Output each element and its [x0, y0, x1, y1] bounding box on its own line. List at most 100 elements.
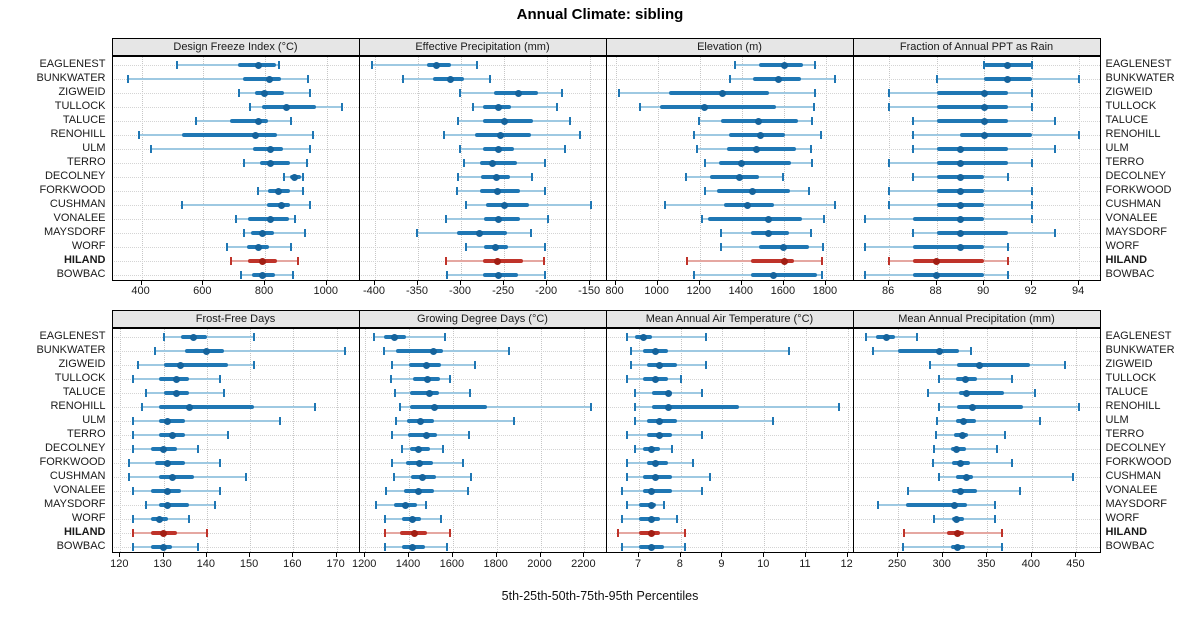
axis-tick-label: 600 — [193, 285, 212, 297]
site-label-cushman: CUSHMAN — [49, 198, 106, 210]
range-cap — [127, 459, 130, 467]
row-gridline — [113, 505, 359, 506]
row-gridline — [854, 65, 1100, 66]
median-dot-bunkwater — [447, 75, 455, 83]
median-dot-zigweid — [260, 89, 268, 97]
median-dot-vonalee — [765, 215, 773, 223]
range-cap — [864, 333, 867, 341]
median-dot-bowbac — [648, 543, 656, 551]
range-cap — [1071, 473, 1074, 481]
range-cap — [589, 403, 592, 411]
site-label-terro: TERRO — [67, 428, 106, 440]
range-25-75 — [407, 433, 438, 437]
range-cap — [700, 487, 703, 495]
range-cap — [675, 515, 678, 523]
gridline-x — [680, 329, 682, 552]
panel-strip-mean-annual-air-temperature-c: Mean Annual Air Temperature (°C) — [605, 310, 854, 328]
median-dot-terro — [267, 159, 275, 167]
range-25-75 — [409, 391, 439, 395]
range-25-75 — [936, 161, 1008, 165]
range-cap — [256, 187, 259, 195]
range-25-75 — [751, 273, 817, 277]
range-cap — [390, 459, 393, 467]
range-cap — [903, 529, 906, 537]
range-cap — [465, 201, 468, 209]
median-dot-zigweid — [980, 89, 988, 97]
site-label-cushman: CUSHMAN — [1105, 470, 1162, 482]
range-5-95 — [396, 420, 514, 422]
range-25-75 — [260, 161, 290, 165]
range-cap — [145, 501, 148, 509]
range-5-95 — [626, 336, 706, 338]
range-cap — [621, 543, 624, 551]
median-dot-vonalee — [415, 487, 423, 495]
row-gridline — [607, 477, 853, 478]
range-25-75 — [396, 349, 444, 353]
row-gridline — [360, 365, 606, 366]
range-cap — [546, 215, 549, 223]
range-cap — [291, 271, 294, 279]
median-dot-forkwood — [957, 459, 964, 467]
range-25-75 — [956, 405, 1023, 409]
row-gridline — [360, 477, 606, 478]
range-cap — [238, 89, 241, 97]
median-dot-vonalee — [267, 215, 275, 223]
range-cap — [911, 131, 914, 139]
range-cap — [625, 375, 628, 383]
range-cap — [529, 229, 532, 237]
axis-tick-label: -250 — [492, 285, 515, 297]
range-cap — [401, 445, 404, 453]
median-dot-maysdorf — [950, 501, 958, 509]
median-dot-forkwood — [956, 187, 964, 195]
row-gridline — [360, 491, 606, 492]
range-cap — [936, 417, 939, 425]
range-cap — [218, 459, 221, 467]
median-dot-maysdorf — [648, 501, 656, 509]
range-cap — [283, 173, 286, 181]
row-gridline — [113, 107, 359, 108]
range-cap — [293, 215, 296, 223]
median-dot-ulm — [956, 145, 964, 153]
median-dot-cushman — [956, 201, 964, 209]
gridline-x — [496, 329, 498, 552]
range-cap — [625, 333, 628, 341]
median-dot-maysdorf — [164, 501, 172, 509]
range-cap — [459, 89, 462, 97]
range-5-95 — [372, 64, 478, 66]
range-5-95 — [399, 406, 591, 408]
median-dot-eaglenest — [390, 333, 398, 341]
range-25-75 — [639, 503, 656, 507]
range-cap — [470, 473, 473, 481]
panel-strip-fraction-of-annual-ppt-as-rain: Fraction of Annual PPT as Rain — [852, 38, 1101, 56]
range-cap — [771, 417, 774, 425]
panel-fraction-of-annual-ppt-as-rain — [852, 56, 1101, 281]
site-label-vonalee: VONALEE — [53, 212, 106, 224]
range-cap — [218, 487, 221, 495]
range-cap — [733, 61, 736, 69]
range-cap — [401, 75, 404, 83]
median-dot-cushman — [743, 201, 751, 209]
axis-tick-label: 94 — [1072, 285, 1085, 297]
range-cap — [140, 403, 143, 411]
median-dot-renohill — [664, 403, 672, 411]
range-cap — [704, 361, 707, 369]
range-cap — [307, 75, 310, 83]
site-label-decolney: DECOLNEY — [44, 170, 106, 182]
median-dot-ulm — [753, 145, 760, 153]
range-25-75 — [181, 133, 277, 137]
range-cap — [384, 529, 387, 537]
row-gridline — [113, 163, 359, 164]
range-cap — [708, 473, 711, 481]
range-cap — [197, 543, 200, 551]
axis-tick-label: 92 — [1024, 285, 1037, 297]
median-dot-vonalee — [164, 487, 172, 495]
range-25-75 — [719, 161, 791, 165]
range-cap — [1001, 529, 1004, 537]
range-cap — [833, 201, 836, 209]
median-dot-forkwood — [493, 187, 501, 195]
range-cap — [149, 145, 152, 153]
figure-title: Annual Climate: sibling — [516, 6, 684, 23]
range-cap — [132, 515, 135, 523]
range-cap — [915, 333, 918, 341]
range-cap — [1030, 89, 1033, 97]
